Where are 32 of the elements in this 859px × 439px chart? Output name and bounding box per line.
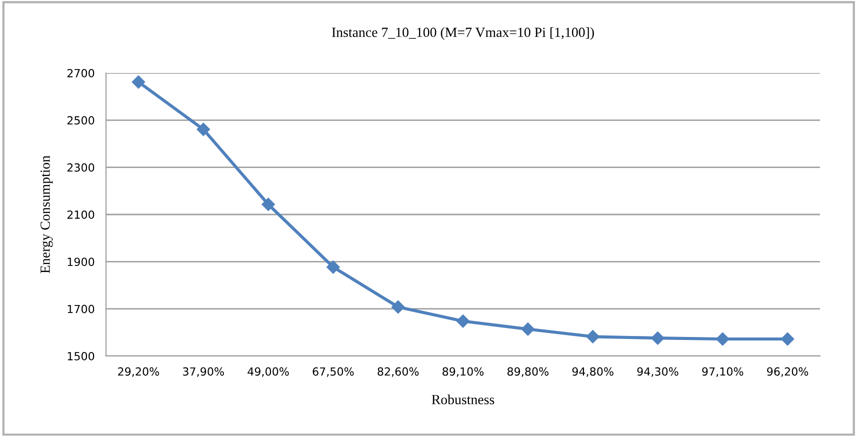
y-tick-label: 2300	[67, 163, 94, 172]
x-tick-label: 97,10%	[702, 367, 744, 377]
x-tick-label: 49,00%	[248, 367, 289, 377]
point	[716, 332, 730, 346]
point	[586, 330, 600, 344]
x-tick-label: 67,50%	[312, 367, 354, 377]
y-tick-label: 2100	[67, 210, 94, 219]
point	[196, 122, 210, 136]
y-axis-title: Energy Consumption	[40, 156, 53, 274]
point	[521, 322, 534, 336]
x-tick-label: 29,20%	[118, 367, 160, 377]
point	[456, 314, 470, 328]
x-tick-label: 96,20%	[767, 367, 808, 377]
x-axis-title: Robustness	[432, 394, 494, 404]
point	[326, 260, 340, 274]
x-tick-label: 82,60%	[378, 367, 419, 377]
y-tick-label: 1500	[68, 352, 94, 360]
x-tick-label: 94,30%	[637, 367, 678, 377]
x-tick-label: 89,10%	[442, 367, 484, 377]
point	[262, 198, 275, 211]
y-tick-label: 1700	[68, 304, 94, 314]
y-tick-label: 2700	[67, 68, 94, 78]
point	[132, 75, 146, 89]
x-tick-label: 89,80%	[507, 367, 548, 377]
x-tick-label: 37,90%	[183, 367, 224, 377]
chart-title: Instance 7_10_100 (M=7 Vmax=10 Pi [1,100])	[332, 27, 594, 40]
point	[392, 300, 405, 314]
point	[780, 332, 794, 346]
y-tick-label: 1900	[68, 258, 94, 266]
x-tick-label: 94,80%	[572, 367, 614, 377]
point	[651, 331, 664, 345]
y-tick-label: 2500	[67, 116, 94, 125]
